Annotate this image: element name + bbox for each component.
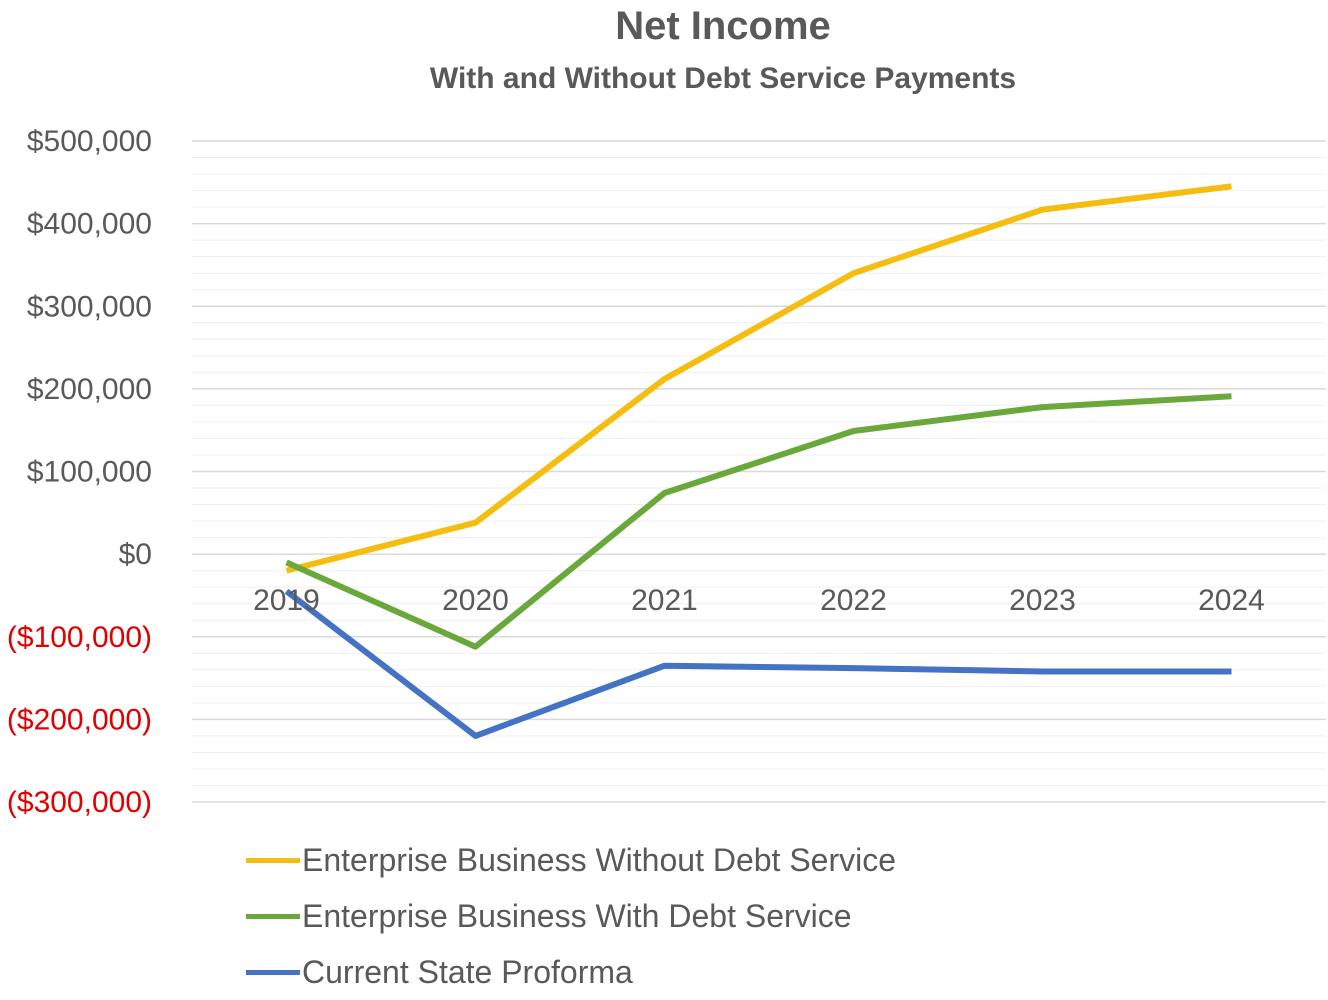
y-tick-label: $400,000 xyxy=(27,208,152,241)
y-axis-ticks: $500,000 $400,000 $300,000 $200,000 $100,000… xyxy=(7,125,152,819)
y-tick-label: ($200,000) xyxy=(7,703,152,736)
y-tick-label: ($100,000) xyxy=(7,621,152,654)
legend-label: Current State Proforma xyxy=(302,953,633,990)
x-axis-ticks: 2019 2020 2021 2022 2023 2024 xyxy=(253,584,1265,617)
legend-swatch xyxy=(246,913,300,919)
series-line-2 xyxy=(285,393,1232,650)
y-tick-label: $0 xyxy=(119,538,152,571)
chart-title: Net Income xyxy=(615,4,831,48)
legend-swatch xyxy=(246,969,300,975)
y-tick-label: $300,000 xyxy=(27,290,152,323)
y-tick-label: $500,000 xyxy=(27,125,152,158)
series-lines xyxy=(284,183,1232,739)
y-tick-label: $200,000 xyxy=(27,373,152,406)
legend-item: Enterprise Business Without Debt Service xyxy=(246,832,896,888)
chart-legend: Enterprise Business Without Debt Service… xyxy=(246,832,896,1000)
series-line-1 xyxy=(285,183,1232,574)
y-tick-label: ($300,000) xyxy=(7,786,152,819)
legend-swatch xyxy=(246,857,300,863)
x-tick-label: 2022 xyxy=(820,584,887,617)
legend-label: Enterprise Business Without Debt Service xyxy=(302,841,897,878)
legend-item: Enterprise Business With Debt Service xyxy=(246,888,896,944)
legend-label: Enterprise Business With Debt Service xyxy=(302,897,852,934)
x-tick-label: 2020 xyxy=(442,584,509,617)
x-tick-label: 2024 xyxy=(1198,584,1265,617)
x-tick-label: 2019 xyxy=(253,584,320,617)
series-line-3 xyxy=(284,588,1232,739)
gridlines xyxy=(192,140,1326,803)
x-tick-label: 2023 xyxy=(1009,584,1076,617)
y-tick-label: $100,000 xyxy=(27,456,152,489)
legend-item: Current State Proforma xyxy=(246,944,896,1000)
chart-subtitle: With and Without Debt Service Payments xyxy=(429,62,1017,95)
x-tick-label: 2021 xyxy=(631,584,698,617)
